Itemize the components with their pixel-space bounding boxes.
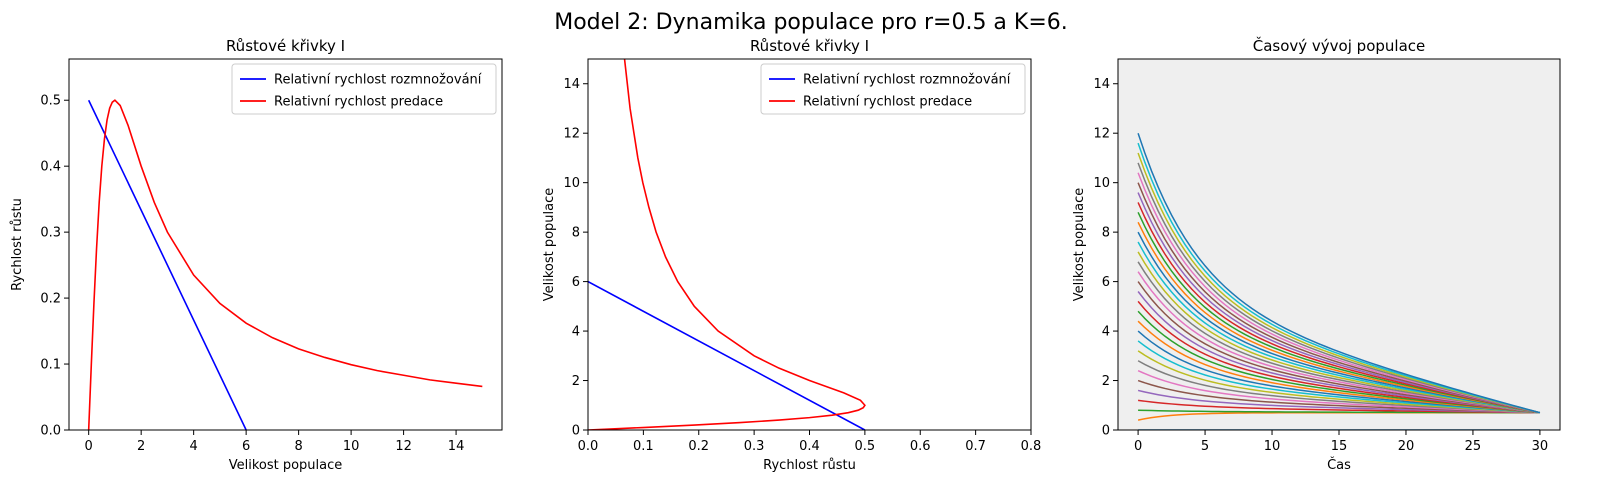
y-tick-label: 14 [1093, 77, 1110, 92]
series-line-1 [588, 280, 866, 430]
x-tick-label: 2 [137, 439, 145, 454]
chart-panel-2: 0.0 0.1 0.2 0.3 0.4 0.5 0.6 0.7 0.8 0 2 4 6 8 10 12 14 Rů… [542, 37, 1041, 473]
y-tick-label: 4 [1102, 325, 1110, 340]
series-line-2 [87, 99, 483, 430]
legend-box [231, 63, 497, 115]
y-tick-label: 0.2 [40, 292, 61, 307]
x-tick-label: 0.7 [965, 439, 986, 454]
plot-lines [1137, 132, 1541, 430]
legend-entry: Relativní rychlost rozmnožování [274, 73, 482, 88]
y-tick-label: 10 [563, 176, 580, 191]
plot-lines [87, 99, 483, 430]
y-tick-label: 2 [572, 374, 580, 389]
series-line-2 [588, 59, 866, 430]
chart-title: Růstové křivky I [226, 37, 345, 55]
y-tick-label: 6 [572, 275, 580, 290]
y-tick-label: 0.4 [40, 160, 61, 175]
x-tick-label: 14 [448, 439, 465, 454]
legend-entry: Relativní rychlost predace [803, 95, 972, 110]
y-axis-label: Velikost populace [1072, 188, 1087, 302]
y-tick-label: 14 [563, 77, 580, 92]
x-tick-label: 0.2 [688, 439, 709, 454]
x-tick-label: 0.6 [910, 439, 931, 454]
y-tick-label: 0 [1102, 424, 1110, 439]
x-tick-label: 10 [343, 439, 360, 454]
y-tick-label: 6 [1102, 275, 1110, 290]
x-tick-label: 8 [294, 439, 302, 454]
y-tick-label: 8 [1102, 226, 1110, 241]
x-tick-label: 10 [1264, 439, 1281, 454]
x-tick-label: 0 [1134, 439, 1142, 454]
x-tick-label: 4 [190, 439, 198, 454]
x-axis-label: Čas [1327, 457, 1351, 473]
x-tick-label: 0.4 [799, 439, 820, 454]
y-tick-label: 0.3 [40, 226, 61, 241]
series-line-1 [87, 99, 247, 430]
y-axis-label: Velikost populace [542, 188, 557, 302]
plot-area [1118, 59, 1560, 430]
x-tick-label: 0.0 [578, 439, 599, 454]
y-tick-label: 0.1 [40, 358, 61, 373]
x-tick-label: 6 [242, 439, 250, 454]
y-tick-label: 0 [572, 424, 580, 439]
y-axis-label: Rychlost růstu [10, 198, 25, 291]
x-tick-label: 0.8 [1021, 439, 1042, 454]
x-tick-label: 20 [1398, 439, 1415, 454]
x-tick-label: 25 [1465, 439, 1482, 454]
legend-entry: Relativní rychlost predace [274, 95, 443, 110]
chart-title: Časový vývoj populace [1253, 36, 1426, 55]
figure-suptitle: Model 2: Dynamika populace pro r=0.5 a K… [554, 10, 1068, 35]
plot-area [588, 59, 1031, 430]
y-tick-label: 0.5 [40, 94, 61, 109]
y-tick-label: 8 [572, 226, 580, 241]
x-axis-label: Velikost populace [229, 458, 343, 473]
legend: Relativní rychlost rozmnožování Relativní… [760, 63, 1026, 115]
y-tick-label: 0.0 [40, 424, 61, 439]
x-tick-label: 12 [395, 439, 412, 454]
x-tick-label: 0.5 [855, 439, 876, 454]
chart-panel-1: 0 2 4 6 8 10 12 14 0.0 0.1 0.2 0.3 0.4 0.5 Růstové kři… [10, 37, 503, 473]
y-tick-label: 10 [1093, 176, 1110, 191]
legend-entry: Relativní rychlost rozmnožování [803, 73, 1011, 88]
x-tick-label: 0.3 [744, 439, 765, 454]
x-axis-label: Rychlost růstu [763, 458, 856, 473]
x-tick-label: 5 [1201, 439, 1209, 454]
chart-title: Růstové křivky I [750, 37, 869, 55]
x-tick-label: 15 [1331, 439, 1348, 454]
y-tick-label: 2 [1102, 374, 1110, 389]
trajectory-line-31 [1137, 132, 1541, 414]
axes-frame [68, 58, 503, 431]
chart-panel-3: 0 5 10 15 20 25 30 0 2 4 6 8 10 12 14 Časový vývoj popu… [1072, 36, 1561, 473]
plot-lines [588, 59, 866, 430]
y-tick-label: 12 [563, 127, 580, 142]
plot-area [69, 59, 502, 430]
x-tick-label: 0 [85, 439, 93, 454]
legend-box [760, 63, 1026, 115]
legend: Relativní rychlost rozmnožování Relativní… [231, 63, 497, 115]
y-tick-label: 12 [1093, 127, 1110, 142]
y-tick-label: 4 [572, 325, 580, 340]
x-tick-label: 30 [1532, 439, 1549, 454]
x-tick-label: 0.1 [633, 439, 654, 454]
